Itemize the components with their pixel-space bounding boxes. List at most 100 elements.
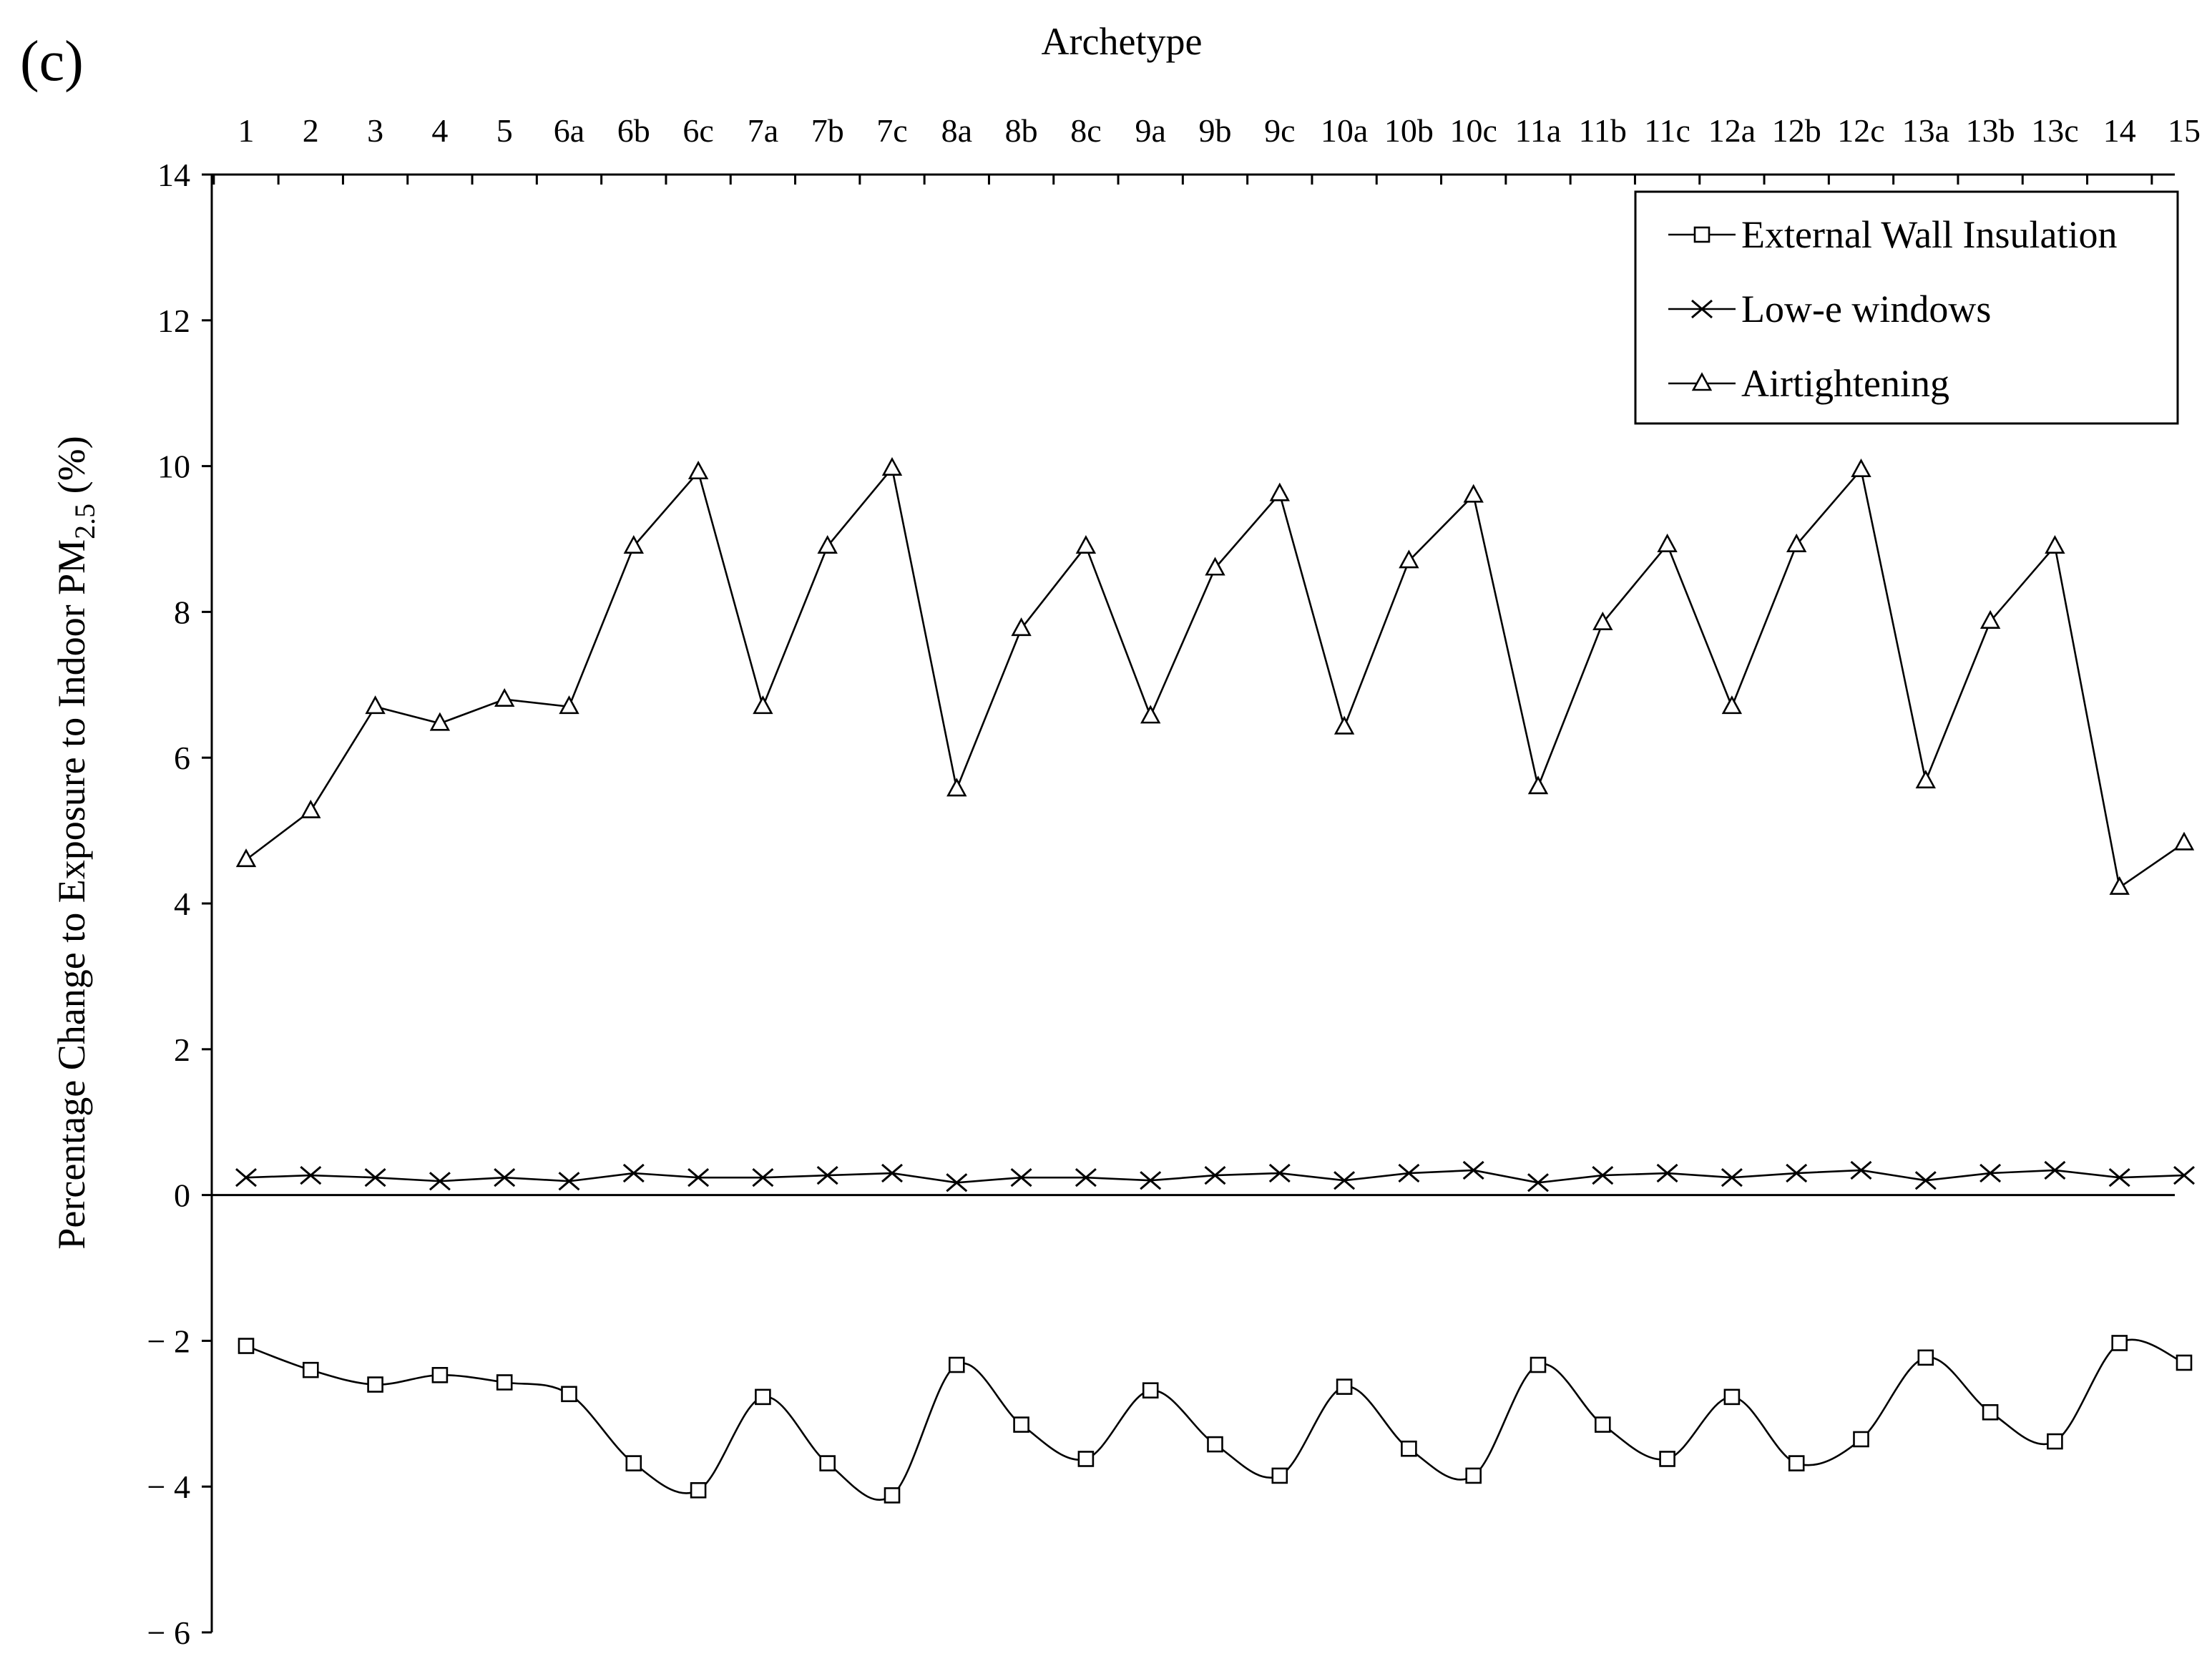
marker-x-stroke bbox=[1850, 1160, 1872, 1180]
data-point bbox=[1595, 1416, 1611, 1433]
data-point bbox=[2047, 1433, 2063, 1450]
marker-x-stroke bbox=[2108, 1168, 2130, 1187]
marker-x-stroke bbox=[752, 1168, 774, 1187]
data-point bbox=[1205, 557, 1225, 576]
data-point bbox=[1914, 1171, 1937, 1190]
data-point bbox=[367, 1376, 383, 1393]
data-point bbox=[687, 1168, 710, 1187]
x-axis-title: Archetype bbox=[1042, 20, 1203, 63]
data-point bbox=[429, 1172, 451, 1191]
marker-x-stroke bbox=[494, 1168, 516, 1187]
data-point bbox=[1075, 1168, 1097, 1187]
marker-x-stroke bbox=[300, 1165, 322, 1185]
x-tick-label: 11c bbox=[1644, 112, 1690, 149]
x-tick-label: 1 bbox=[238, 112, 255, 149]
data-point bbox=[1140, 705, 1161, 724]
data-point bbox=[1982, 1403, 1999, 1421]
legend-marker bbox=[1693, 226, 1711, 243]
y-tick-label: 6 bbox=[174, 740, 190, 776]
y-axis-title-main: Percentage Change to Exposure to Indoor … bbox=[50, 539, 93, 1250]
data-point bbox=[1077, 1451, 1095, 1467]
data-point bbox=[1142, 1382, 1159, 1398]
data-point bbox=[625, 1455, 642, 1471]
marker-x-stroke bbox=[1914, 1171, 1937, 1190]
marker-x-stroke bbox=[1979, 1163, 2002, 1183]
x-tick-label: 4 bbox=[431, 112, 448, 149]
data-point bbox=[494, 1168, 516, 1187]
legend-label: Low-e windows bbox=[1741, 288, 1991, 330]
data-point bbox=[1399, 549, 1419, 569]
data-point bbox=[2109, 876, 2130, 895]
data-point bbox=[2108, 1168, 2130, 1187]
legend-label: External Wall Insulation bbox=[1741, 213, 2118, 256]
y-tick-label: 2 bbox=[174, 1032, 190, 1068]
data-point bbox=[1013, 1416, 1029, 1433]
data-point bbox=[1401, 1440, 1417, 1457]
series-line bbox=[245, 466, 2185, 889]
marker-x-stroke bbox=[622, 1163, 645, 1183]
series-line bbox=[245, 1338, 2185, 1501]
x-tick-label: 10c bbox=[1449, 112, 1497, 149]
x-tick-label: 6b bbox=[617, 112, 650, 149]
data-point bbox=[365, 695, 386, 715]
marker-x-stroke bbox=[687, 1168, 710, 1187]
marker-x-stroke bbox=[881, 1163, 903, 1183]
data-point bbox=[816, 1165, 838, 1185]
data-point bbox=[1915, 770, 1936, 789]
marker-x-stroke bbox=[1527, 1173, 1549, 1192]
data-point bbox=[1721, 1168, 1743, 1187]
data-point bbox=[946, 778, 967, 797]
x-tick-label: 13a bbox=[1902, 112, 1949, 149]
data-point bbox=[1850, 1160, 1872, 1180]
data-point bbox=[1853, 1431, 1869, 1448]
data-point bbox=[2044, 1160, 2066, 1180]
series-square bbox=[238, 1335, 2193, 1504]
data-point bbox=[1657, 533, 1678, 552]
data-point bbox=[1336, 1378, 1353, 1395]
x-tick-label: 7c bbox=[876, 112, 907, 149]
marker-x-stroke bbox=[364, 1168, 386, 1187]
data-point bbox=[1268, 1163, 1291, 1183]
x-tick-label: 12a bbox=[1708, 112, 1756, 149]
marker-x-stroke bbox=[1204, 1165, 1226, 1185]
data-point bbox=[1269, 482, 1290, 501]
data-point bbox=[949, 1356, 965, 1373]
legend-item: External Wall Insulation bbox=[1668, 213, 2118, 256]
x-tick-label: 8a bbox=[941, 112, 972, 149]
legend: External Wall Insulation Low-e windows Air… bbox=[1634, 190, 2179, 425]
data-point bbox=[1786, 1163, 1808, 1183]
data-point bbox=[235, 1168, 257, 1187]
x-tick-label: 12c bbox=[1837, 112, 1884, 149]
data-point bbox=[622, 1163, 645, 1183]
data-point bbox=[1851, 458, 1871, 477]
data-point bbox=[1721, 695, 1743, 715]
data-point bbox=[1979, 1163, 2002, 1183]
legend-label: Airtightening bbox=[1741, 362, 1949, 405]
y-tick-label: − 6 bbox=[147, 1615, 190, 1651]
x-tick-label: 13b bbox=[1966, 112, 2015, 149]
y-tick-label: − 4 bbox=[147, 1469, 190, 1505]
data-point bbox=[2045, 534, 2065, 554]
data-point bbox=[884, 1487, 901, 1504]
data-point bbox=[1333, 715, 1355, 735]
marker-x-stroke bbox=[1010, 1168, 1032, 1187]
marker-x-stroke bbox=[1462, 1160, 1484, 1180]
data-point bbox=[429, 712, 451, 731]
data-point bbox=[1527, 775, 1549, 795]
data-point bbox=[687, 461, 709, 480]
legend-item: Low-e windows bbox=[1668, 288, 1991, 330]
data-point bbox=[2111, 1335, 2128, 1351]
data-point bbox=[755, 1388, 771, 1406]
x-tick-label: 8b bbox=[1005, 112, 1038, 149]
data-point bbox=[496, 1374, 513, 1391]
data-point bbox=[302, 1361, 319, 1378]
x-tick-label: 10a bbox=[1321, 112, 1368, 149]
data-point bbox=[1140, 1171, 1162, 1190]
data-point bbox=[1204, 1165, 1226, 1185]
data-point bbox=[819, 1455, 836, 1471]
marker-x-stroke bbox=[1656, 1163, 1678, 1183]
series-x bbox=[235, 1160, 2195, 1192]
marker-x-stroke bbox=[1075, 1168, 1097, 1187]
marker-x-stroke bbox=[816, 1165, 838, 1185]
